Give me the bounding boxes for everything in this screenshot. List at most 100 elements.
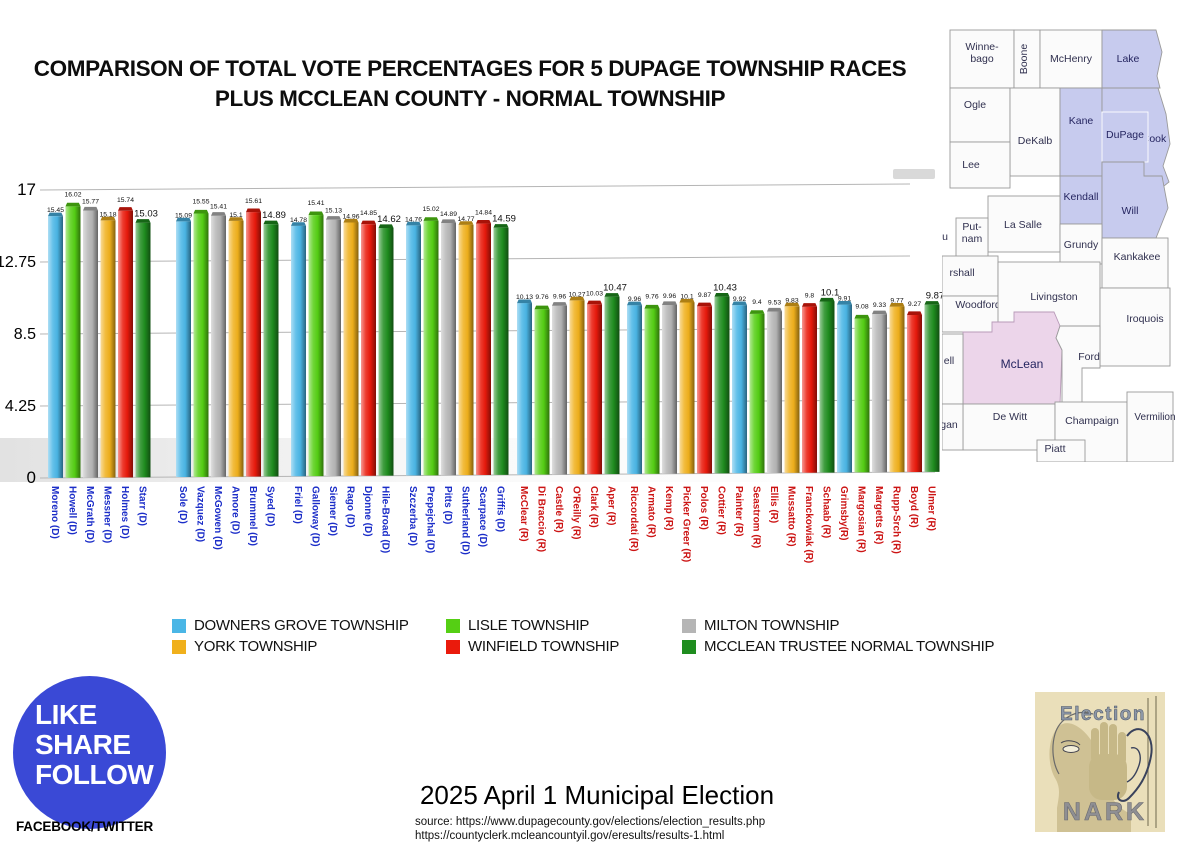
- legend-item-6: MCCLEAN TRUSTEE NORMAL TOWNSHIP: [682, 636, 995, 657]
- logo-word-top: Election: [1060, 704, 1146, 725]
- legend-swatch: [682, 618, 696, 633]
- value-label: 9.83: [785, 297, 798, 304]
- bar-top: [291, 222, 306, 226]
- bar-howell-d-: [65, 206, 81, 478]
- county-u-label: u: [942, 231, 948, 243]
- bar-top: [679, 298, 695, 303]
- county-de-witt-label: De Witt: [993, 411, 1028, 423]
- value-label: 9.96: [553, 294, 566, 301]
- x-label-margosian-r-: Margosian (R): [856, 486, 867, 553]
- gridline-12.75: [39, 255, 911, 263]
- county-rshall-label: rshall: [949, 267, 974, 279]
- bar-top: [587, 300, 602, 305]
- x-label-howell-d-: Howell (D): [67, 486, 78, 535]
- value-label: 9.8: [805, 293, 815, 300]
- value-label: 14.77: [457, 216, 474, 223]
- county-piatt-label: Piatt: [1044, 443, 1065, 455]
- bar-boyd-r-: [907, 314, 922, 472]
- x-label-friel-d-: Friel (D): [292, 486, 303, 524]
- legend-swatch: [682, 639, 696, 654]
- county-kane-label: Kane: [1069, 115, 1094, 127]
- legend-label: YORK TOWNSHIP: [194, 638, 318, 655]
- bar-sole-d-: [176, 221, 191, 478]
- county-iroquois-label: Iroquois: [1126, 313, 1163, 325]
- value-label: 9.27: [908, 301, 921, 308]
- face-outline: [1052, 711, 1094, 775]
- x-label-sutherland-d-: Sutherland (D): [460, 486, 471, 555]
- social-badge-text: LIKE SHARE FOLLOW: [35, 700, 154, 790]
- value-label: 14.62: [377, 214, 401, 225]
- x-label-painter-r-: Painter (R): [733, 486, 744, 537]
- value-label: 9.4: [752, 299, 762, 306]
- bar-top: [118, 207, 133, 211]
- x-label-brummel-d-: Brummel (D): [247, 486, 258, 546]
- bar-painter-r-: [732, 305, 747, 474]
- ear-icon: [1117, 728, 1153, 802]
- x-label-siemer-d-: Siemer (D): [327, 486, 338, 536]
- bar-holmes-d-: [118, 210, 133, 478]
- bar-top: [837, 300, 852, 305]
- legend-item-1: DOWNERS GROVE TOWNSHIP: [172, 615, 446, 636]
- county-ell-label: ell: [944, 355, 955, 367]
- bar-amore-d-: [228, 220, 244, 477]
- bar-mcgrath-d-: [83, 210, 98, 478]
- bar-top: [767, 307, 782, 312]
- bar-cottier-r-: [714, 296, 730, 474]
- county-winne-bago: [949, 29, 1015, 89]
- illinois-county-map: Winne-bago Boone McHenry Lake Ogle DeKalb Kane…: [942, 29, 1176, 462]
- y-tick-17: 17: [17, 180, 36, 199]
- bar-top: [193, 209, 209, 214]
- bar-margosian-r-: [854, 318, 870, 473]
- bar-grimsby-r-: [837, 304, 852, 473]
- x-label-seastrom-r-: Seastrom (R): [751, 486, 762, 548]
- bar-top: [552, 302, 567, 306]
- county-la-salle: [987, 195, 1061, 253]
- bar-kemp-r-: [662, 304, 677, 474]
- bar-top: [83, 206, 98, 211]
- county-grundy-label: Grundy: [1064, 239, 1099, 251]
- county-vermilion: [1126, 391, 1174, 462]
- x-label-holmes-d-: Holmes (D): [119, 486, 130, 539]
- x-label-galloway-d-: Galloway (D): [310, 486, 321, 547]
- value-label: 10.03: [586, 290, 603, 297]
- bar-top: [326, 216, 341, 220]
- bar-schaab-r-: [819, 301, 835, 473]
- source-link-2: https://countyclerk.mcleancountyil.gov/e…: [415, 830, 725, 842]
- bar-top: [423, 217, 439, 221]
- legend-label: MCCLEAN TRUSTEE NORMAL TOWNSHIP: [704, 638, 995, 655]
- legend-label: WINFIELD TOWNSHIP: [468, 638, 620, 655]
- bar-messner-d-: [100, 220, 116, 478]
- bar-top: [802, 303, 817, 307]
- hand-palm: [1089, 754, 1127, 800]
- bar-top: [627, 301, 642, 306]
- bar-o-reilly-r-: [569, 300, 585, 475]
- badge-line: SHARE: [35, 729, 131, 760]
- value-label: 9.33: [873, 302, 886, 309]
- source-links: source: https://www.dupagecounty.gov/ele…: [382, 815, 812, 843]
- bar-szczerba-d-: [406, 225, 421, 476]
- county-kendall: [1059, 175, 1103, 225]
- bar-top: [378, 224, 394, 228]
- bar-margetts-r-: [872, 314, 887, 473]
- value-label: 14.84: [475, 210, 492, 217]
- bar-top: [476, 219, 491, 224]
- county-woodford-label: Woodford: [955, 299, 1000, 311]
- bar-top: [65, 202, 81, 207]
- value-label: 15.61: [245, 198, 262, 205]
- value-label: 10.1: [821, 287, 840, 298]
- bar-top: [517, 299, 532, 304]
- title-line1: COMPARISON OF TOTAL VOTE PERCENTAGES FOR…: [33, 56, 907, 81]
- county-vermilion-label: Vermilion: [1134, 412, 1175, 423]
- bar-siemer-d-: [326, 219, 341, 477]
- x-label-messner-d-: Messner (D): [102, 486, 113, 543]
- eye-icon: [1062, 745, 1080, 753]
- county-will-label: Will: [1122, 205, 1139, 217]
- x-label-moreno-d-: Moreno (D): [49, 486, 60, 539]
- bar-top: [211, 212, 226, 216]
- x-label-armato-r-: Armato (R): [646, 486, 657, 538]
- legend-item-3: MILTON TOWNSHIP: [682, 615, 994, 636]
- legend-swatch: [172, 639, 186, 654]
- x-label-franckowiak-r-: Franckowiak (R): [803, 486, 814, 563]
- bar-top: [569, 296, 585, 301]
- county-gan-label: gan: [942, 419, 958, 431]
